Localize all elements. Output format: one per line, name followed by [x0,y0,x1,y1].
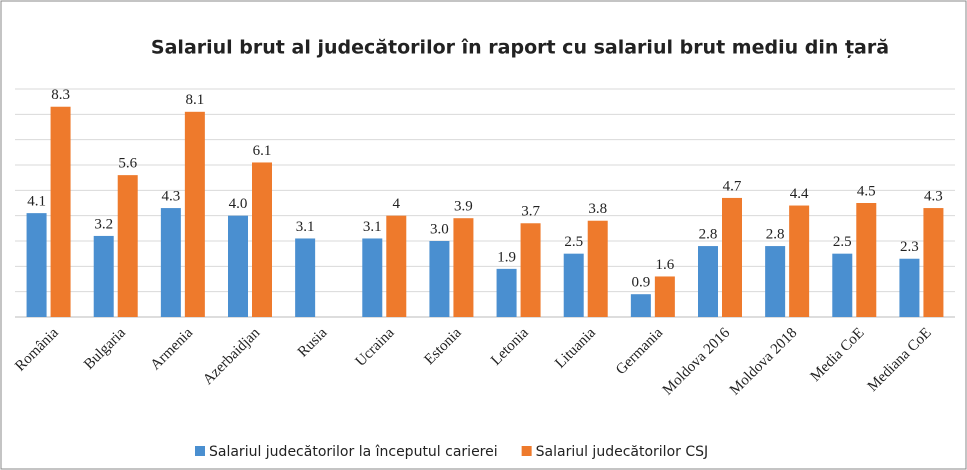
bar [184,111,205,317]
data-label: 2.3 [900,239,919,255]
data-label: 3.2 [94,216,113,232]
data-label: 4.3 [161,189,180,205]
bar [386,215,407,317]
bar [453,218,474,317]
data-label: 4.3 [924,189,943,205]
data-label: 1.6 [655,257,674,273]
data-label: 2.8 [699,227,718,243]
bar [228,215,248,317]
bar [899,258,920,317]
bar [93,235,114,317]
data-label: 4.5 [857,183,876,199]
data-label: 4.1 [27,194,46,210]
bar [496,268,517,317]
bar [789,205,810,317]
data-label: 8.3 [51,87,70,103]
bar [252,162,272,317]
data-label: 1.9 [497,249,516,265]
data-label: 8.1 [185,92,204,108]
data-label: 4.0 [229,196,248,212]
bar [923,208,944,317]
data-label: 3.1 [363,219,382,235]
chart-title: Salariul brut al judecătorilor în raport… [151,37,889,59]
data-label: 3.9 [454,199,473,215]
data-label: 4.4 [790,186,809,202]
data-label: 3.0 [430,221,449,237]
bar [587,220,608,317]
data-label: 2.8 [766,227,785,243]
bar [117,175,138,317]
bar [698,246,718,317]
legend-swatch [195,446,205,456]
data-label: 2.5 [564,234,583,250]
data-label: 3.7 [521,204,540,220]
bar [362,238,383,317]
data-label: 2.5 [833,234,852,250]
bar [563,253,584,317]
data-label: 4 [393,196,401,212]
bar [630,294,651,317]
bar [26,213,47,317]
bar [765,246,786,317]
bar [856,203,877,317]
data-label: 4.7 [723,178,742,194]
legend-swatch [521,446,532,456]
bar [295,238,316,317]
bar [50,106,71,317]
bar [832,253,853,317]
data-label: 5.6 [118,156,137,172]
data-label: 3.1 [296,219,315,235]
legend-label: Salariul judecătorilor CSJ [536,444,708,460]
bar [654,276,675,317]
data-label: 6.1 [253,143,272,159]
bar [160,208,181,317]
data-label: 0.9 [631,275,650,291]
bar [722,197,742,317]
data-label: 3.8 [588,201,607,217]
bar [520,223,541,317]
bar [429,241,450,317]
legend-label: Salariul judecătorilor la începutul cari… [209,444,498,460]
